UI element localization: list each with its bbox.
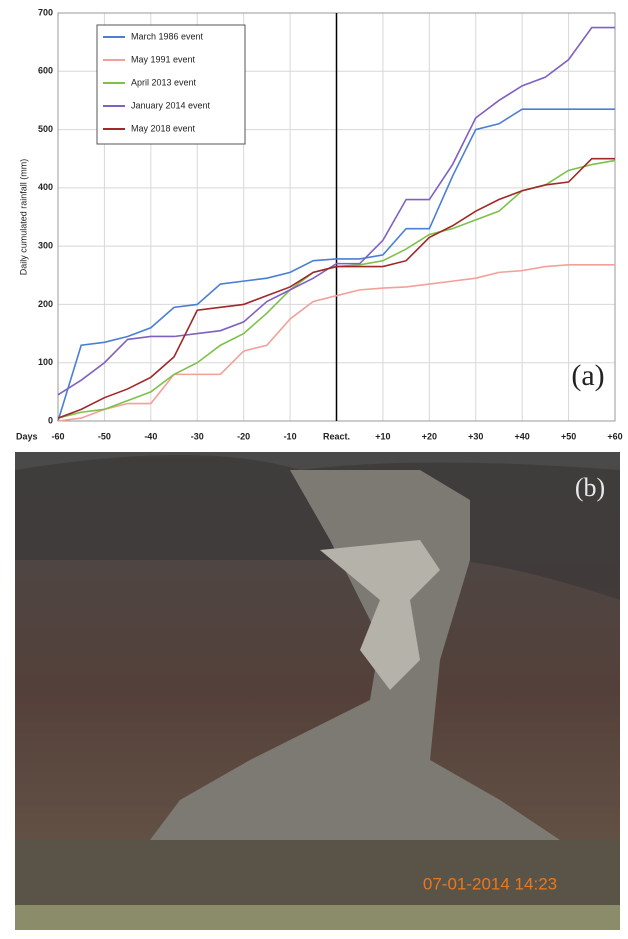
y-tick-label: 500 [38, 124, 53, 134]
debris-flow [320, 540, 440, 690]
landslide [150, 470, 560, 840]
x-tick-label: -60 [51, 431, 64, 441]
series-line [57, 26, 615, 396]
y-tick-label: 0 [48, 415, 53, 425]
x-tick-label: -10 [284, 431, 297, 441]
legend-box [96, 24, 246, 145]
photo-label: (b) [575, 473, 605, 502]
legend-label: May 2018 event [131, 123, 196, 133]
x-tick-label: +10 [375, 431, 390, 441]
y-tick-label: 400 [38, 182, 53, 192]
x-tick-label: +40 [515, 431, 530, 441]
legend-label: January 2014 event [131, 100, 211, 110]
x-tick-label: React. [323, 431, 350, 441]
y-axis-label: Daily cumulated rainfall (mm) [18, 159, 28, 276]
x-tick-label: -20 [237, 431, 250, 441]
x-tick-label: -30 [191, 431, 204, 441]
series-line [57, 263, 615, 422]
annotation: (a) [571, 359, 604, 392]
x-tick-label: +50 [561, 431, 576, 441]
y-tick-label: 700 [38, 7, 53, 17]
y-tick-label: 200 [38, 299, 53, 309]
y-tick-label: 100 [38, 357, 53, 367]
series-line [57, 157, 615, 419]
trees [15, 840, 620, 910]
series-line [57, 108, 615, 422]
timestamp: 07-01-2014 14:23 [423, 874, 557, 893]
x-tick-label: -50 [98, 431, 111, 441]
plot: 0 100 200 300 400 500 600 700 -60 -50 -40 -30 -20 -10… [38, 7, 623, 441]
y-tick-label: 600 [38, 66, 53, 76]
field [15, 905, 620, 930]
y-tick-label: 300 [38, 241, 53, 251]
legend-label: May 1991 event [131, 54, 196, 64]
hills [15, 455, 620, 600]
x-axis-label: Days [16, 431, 38, 441]
photo: (b) 07-01-2014 14:23 [15, 452, 620, 930]
legend-label: March 1986 event [131, 31, 204, 41]
x-tick-label: +20 [422, 431, 437, 441]
x-tick-label: +60 [607, 431, 622, 441]
legend-label: April 2013 event [131, 77, 197, 87]
x-tick-label: +30 [468, 431, 483, 441]
x-tick-label: -40 [144, 431, 157, 441]
